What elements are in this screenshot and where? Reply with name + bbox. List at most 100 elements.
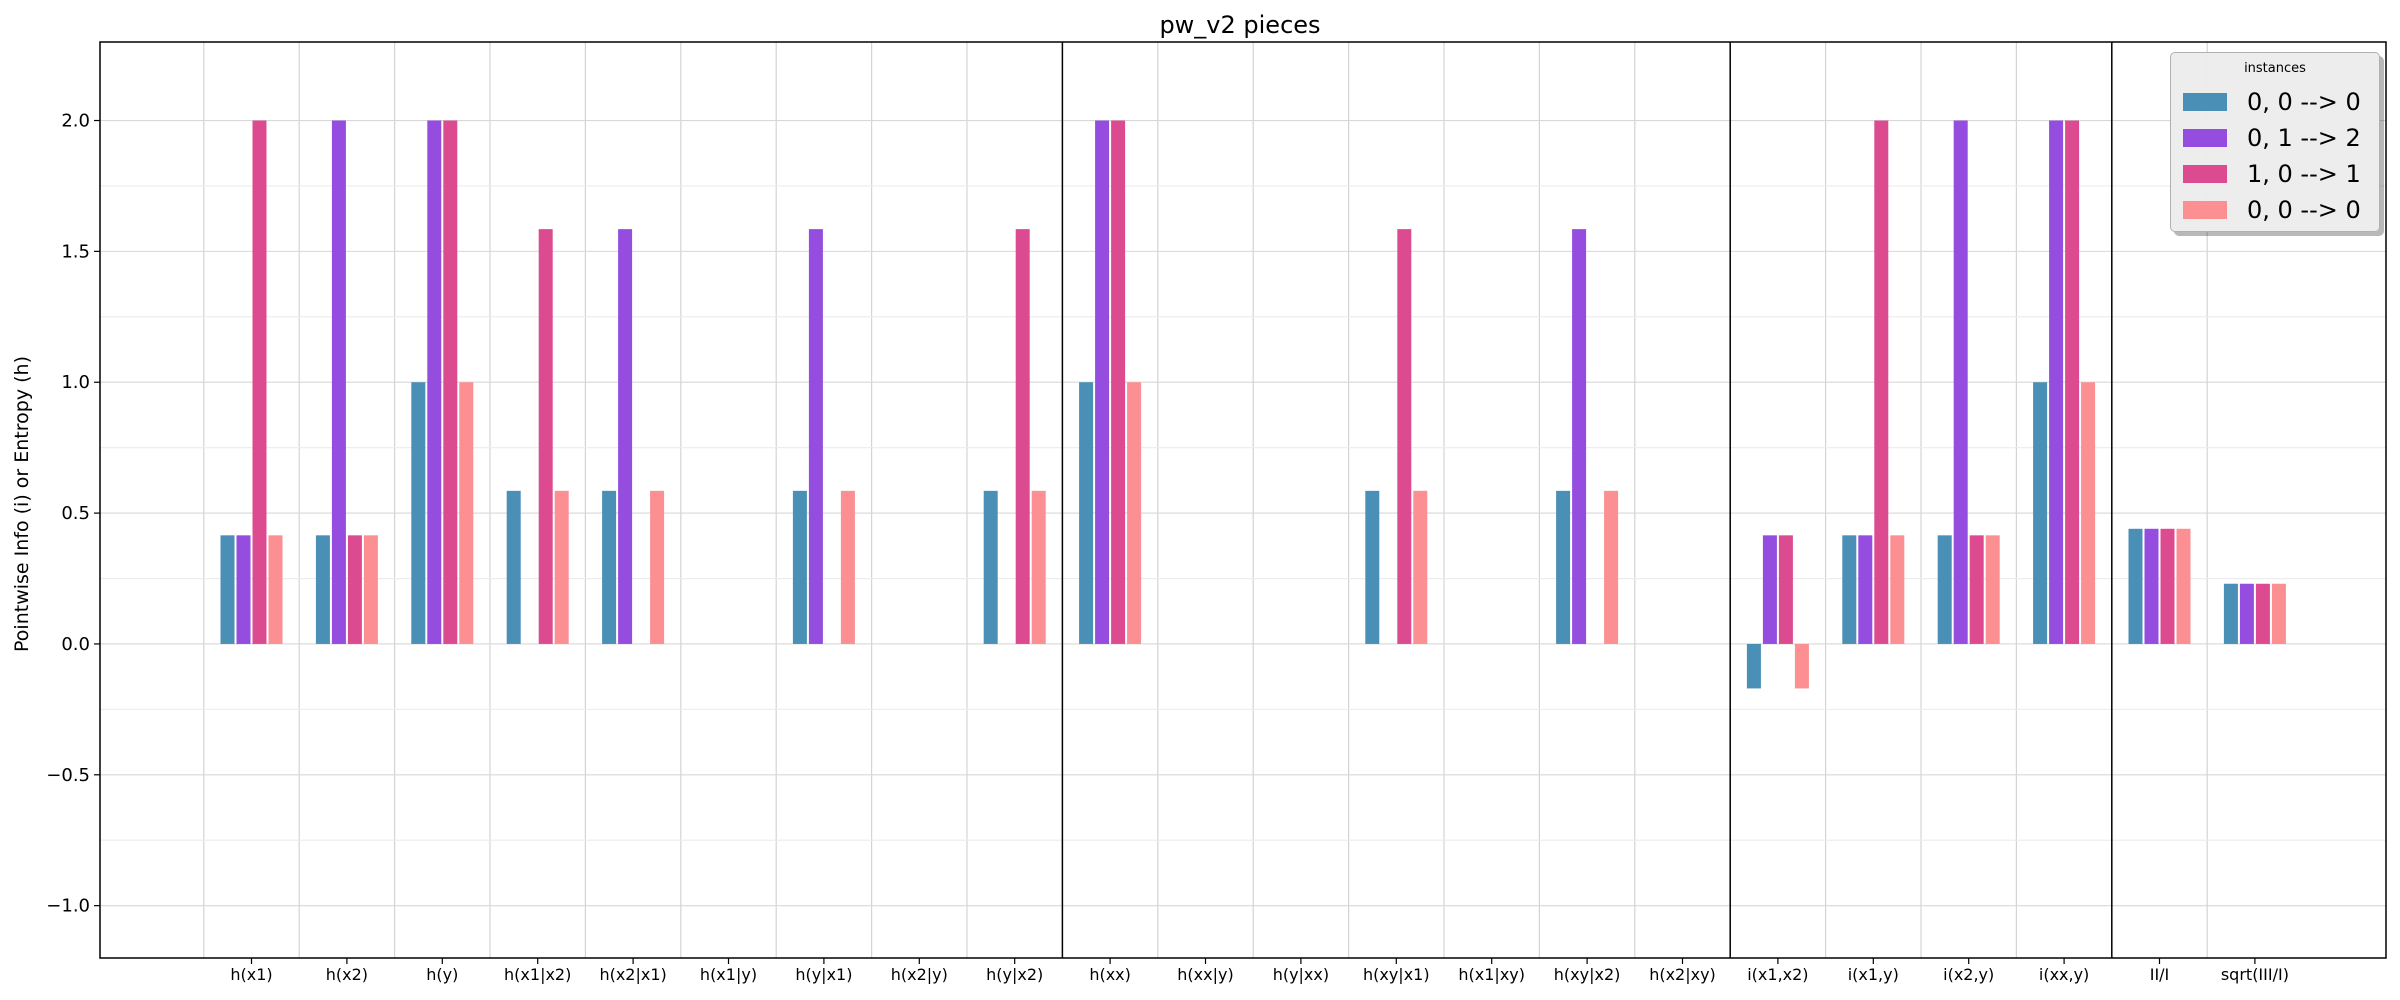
legend-label: 1, 0 --> 1 [2247, 160, 2361, 188]
bar [506, 490, 521, 644]
x-tick-label: i(x2,y) [1943, 965, 1994, 984]
bar [459, 382, 474, 644]
legend-label: 0, 0 --> 0 [2247, 196, 2361, 224]
x-tick-label: h(x1|x2) [504, 965, 571, 984]
bar [315, 535, 330, 644]
x-tick-label: h(x1|y) [700, 965, 757, 984]
bar [2239, 583, 2254, 644]
legend-item: 0, 1 --> 2 [2183, 121, 2361, 155]
bar [331, 120, 346, 644]
x-tick-label: II/I [2150, 965, 2170, 984]
bars [220, 120, 2286, 689]
bar [1778, 535, 1793, 644]
y-tick-label: 0.5 [61, 503, 90, 524]
bar [2049, 120, 2064, 644]
bar [220, 535, 235, 644]
x-tick-label: h(x2|xy) [1649, 965, 1716, 984]
legend-swatch [2183, 165, 2227, 183]
bar [443, 120, 458, 644]
legend-swatch [2183, 201, 2227, 219]
bar [1127, 382, 1142, 644]
bar [1413, 490, 1428, 644]
bar [268, 535, 283, 644]
bar [1794, 643, 1809, 689]
bar [2081, 382, 2096, 644]
x-tick-label: h(xy|x1) [1363, 965, 1430, 984]
bar [1762, 535, 1777, 644]
bar [1365, 490, 1380, 644]
bar [1937, 535, 1952, 644]
bar [602, 490, 617, 644]
bar [427, 120, 442, 644]
bar [1858, 535, 1873, 644]
bar [1842, 535, 1857, 644]
bar [983, 490, 998, 644]
bar [1969, 535, 1984, 644]
legend-title: instances [2244, 61, 2306, 76]
bar [1556, 490, 1571, 644]
grid-lines [100, 42, 2386, 958]
bar [1031, 490, 1046, 644]
bar [650, 490, 665, 644]
y-axis-label: Pointwise Info (i) or Entropy (h) [11, 356, 33, 652]
legend-item: 0, 0 --> 0 [2183, 85, 2361, 119]
chart-title: pw_v2 pieces [1159, 11, 1320, 39]
bar [1079, 382, 1094, 644]
bar [1111, 120, 1126, 644]
bar [2144, 528, 2159, 644]
bar [2176, 528, 2191, 644]
bar [1397, 229, 1412, 644]
bar [554, 490, 569, 644]
legend-swatch [2183, 129, 2227, 147]
bar [808, 229, 823, 644]
y-tick-label: 2.0 [61, 111, 90, 132]
bar [2160, 528, 2175, 644]
y-tick-label: 0.0 [61, 634, 90, 655]
bar [840, 490, 855, 644]
bar [363, 535, 378, 644]
bar [2255, 583, 2270, 644]
y-axis-ticks: −1.0 −0.5 0.0 0.5 1.0 1.5 2.0 [46, 111, 100, 917]
bar [2271, 583, 2286, 644]
bar [618, 229, 633, 644]
legend-item: 0, 0 --> 0 [2183, 193, 2361, 227]
y-tick-label: −0.5 [46, 765, 90, 786]
x-tick-label: h(xx) [1089, 965, 1131, 984]
bar [1953, 120, 1968, 644]
legend-item: 1, 0 --> 1 [2183, 157, 2361, 191]
x-tick-label: h(y|xx) [1273, 965, 1329, 984]
x-tick-label: h(x2|x1) [599, 965, 666, 984]
legend-swatch [2183, 93, 2227, 111]
bar [1985, 535, 2000, 644]
legend: instances 0, 0 --> 0 0, 1 --> 2 1, 0 -->… [2170, 52, 2380, 232]
bar [1874, 120, 1889, 644]
x-tick-label: h(x2) [326, 965, 368, 984]
bar [2065, 120, 2080, 644]
bar [1746, 643, 1761, 689]
x-tick-label: h(y) [426, 965, 458, 984]
x-tick-label: h(x2|y) [891, 965, 948, 984]
x-tick-label: sqrt(III/I) [2221, 965, 2289, 984]
plot-frame [99, 41, 2387, 959]
x-tick-label: h(y|x2) [986, 965, 1043, 984]
bar [1015, 229, 1030, 644]
bar [347, 535, 362, 644]
group-separators [1061, 42, 2113, 958]
y-tick-label: 1.5 [61, 241, 90, 262]
bar [252, 120, 267, 644]
bar [1604, 490, 1619, 644]
bar [2033, 382, 2048, 644]
x-tick-label: h(x1) [230, 965, 272, 984]
legend-label: 0, 1 --> 2 [2247, 124, 2361, 152]
bar [1095, 120, 1110, 644]
bar [1572, 229, 1587, 644]
bar [538, 229, 553, 644]
x-tick-label: h(y|x1) [795, 965, 852, 984]
x-tick-label: i(x1,y) [1848, 965, 1899, 984]
x-tick-label: i(x1,x2) [1747, 965, 1808, 984]
x-tick-label: i(xx,y) [2039, 965, 2089, 984]
bar [2128, 528, 2143, 644]
x-axis-ticks: h(x1) h(x2) h(y) h(x1|x2) h(x2|x1) h(x1|y) h(y… [230, 958, 2289, 984]
bar [1890, 535, 1905, 644]
